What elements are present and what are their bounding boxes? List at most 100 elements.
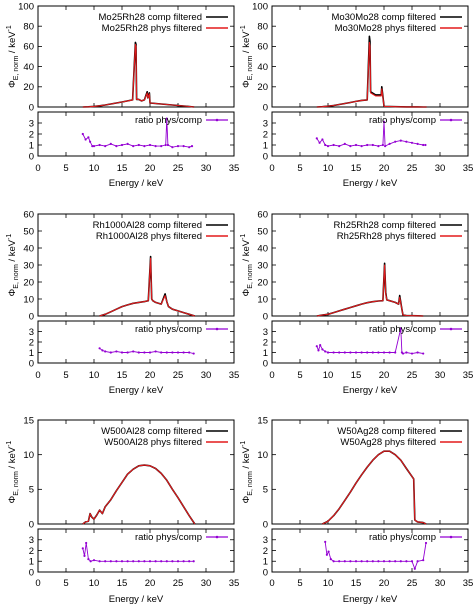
x-tick-label: 0 (269, 370, 274, 381)
ratio-data-point (327, 550, 330, 553)
x-tick-label: 30 (201, 370, 212, 381)
legend-label: W50Ag28 comp filtered (337, 426, 436, 437)
ratio-data-point (176, 560, 180, 563)
y-tick-label: 50 (257, 226, 268, 237)
legend-label: Mo30Mo28 comp filtered (331, 12, 436, 23)
ratio-data-point (416, 142, 419, 145)
y-axis-label-part: E, norm (13, 56, 20, 81)
x-tick-label: 0 (35, 370, 40, 381)
y-tick-label: 1 (263, 140, 268, 151)
x-tick-label: 0 (269, 578, 274, 589)
ratio-data-point (143, 351, 146, 354)
ratio-data-point (371, 143, 374, 147)
ratio-data-point (399, 327, 402, 330)
x-tick-label: 35 (229, 163, 240, 174)
x-tick-label: 15 (351, 163, 362, 174)
y-axis-label-part: -1 (6, 25, 13, 31)
ratio-data-point (143, 145, 146, 148)
y-tick-label: 2 (263, 337, 268, 348)
x-tick-label: 0 (35, 578, 40, 589)
y-axis-label: ΦE, norm / keV-1 (6, 25, 20, 88)
y-tick-label: 0 (263, 358, 268, 369)
ratio-data-point (87, 558, 90, 561)
ratio-data-point (83, 554, 86, 557)
ratio-data-point (354, 351, 358, 354)
ratio-data-point (109, 351, 112, 354)
ratio-data-point (422, 143, 425, 147)
y-tick-label: 5 (29, 485, 34, 496)
y-axis-label-part: Φ (7, 288, 18, 296)
ratio-data-point (104, 560, 107, 563)
ratio-data-point (132, 350, 135, 353)
ratio-data-point (148, 143, 152, 147)
x-tick-label: 35 (463, 578, 474, 589)
ratio-data-point (394, 140, 397, 143)
y-axis-label-part: Φ (7, 80, 18, 88)
y-tick-label: 0 (263, 519, 268, 530)
ratio-data-point (377, 560, 380, 563)
y-axis-label: ΦE, norm / keV-1 (240, 234, 254, 297)
ratio-data-point (416, 560, 419, 563)
ratio-data-point (354, 560, 358, 563)
ratio-data-point (92, 145, 96, 148)
ratio-data-point (382, 120, 386, 123)
y-tick-label: 2 (29, 337, 34, 348)
ratio-data-point (384, 145, 387, 148)
legend-label: Mo25Rh28 comp filtered (99, 12, 203, 23)
ratio-data-point (343, 351, 346, 354)
ratio-data-point (360, 351, 363, 354)
x-tick-label: 25 (407, 163, 418, 174)
legend-label: ratio phys/comp (135, 324, 202, 335)
y-tick-label: 80 (257, 22, 268, 33)
x-tick-label: 0 (35, 163, 40, 174)
ratio-data-point (137, 351, 140, 354)
y-tick-label: 30 (23, 260, 34, 271)
x-tick-label: 25 (173, 163, 184, 174)
ratio-data-point (416, 351, 419, 354)
x-tick-label: 0 (269, 163, 274, 174)
ratio-data-point (349, 145, 352, 148)
y-axis-label: ΦE, norm / keV-1 (240, 25, 254, 88)
y-tick-label: 3 (29, 327, 34, 338)
series-line-phys (82, 43, 195, 108)
ratio-data-point (101, 349, 104, 352)
ratio-data-point (349, 351, 352, 354)
y-tick-label: 10 (23, 294, 34, 305)
ratio-data-point (410, 352, 414, 355)
ratio-data-point (366, 351, 369, 354)
ratio-data-point (192, 560, 195, 563)
ratio-data-point (115, 350, 118, 353)
x-tick-label: 10 (89, 578, 100, 589)
y-axis-label-part: -1 (6, 441, 13, 447)
y-tick-label: 10 (23, 450, 34, 461)
ratio-data-point (85, 541, 88, 545)
x-tick-label: 30 (435, 163, 446, 174)
ratio-data-point (324, 143, 327, 147)
legend-label: ratio phys/comp (135, 532, 202, 543)
legend-marker (449, 118, 453, 122)
y-tick-label: 3 (263, 327, 268, 338)
y-axis-label-part: / keV (7, 239, 18, 264)
ratio-data-point (382, 351, 386, 354)
ratio-data-point (332, 143, 335, 147)
x-tick-label: 35 (463, 163, 474, 174)
y-tick-label: 50 (23, 226, 34, 237)
y-tick-label: 3 (29, 118, 34, 129)
ratio-data-point (176, 145, 180, 148)
y-tick-label: 20 (23, 277, 34, 288)
ratio-data-point (371, 560, 374, 563)
ratio-data-point (81, 132, 84, 136)
y-tick-label: 0 (29, 102, 34, 113)
ratio-data-point (394, 351, 397, 354)
ratio-data-point (148, 560, 152, 563)
x-tick-label: 30 (201, 163, 212, 174)
ratio-data-point (171, 351, 174, 354)
ratio-data-point (109, 142, 112, 145)
ratio-data-point (137, 143, 140, 147)
ratio-data-point (120, 351, 124, 354)
ratio-data-point (321, 348, 324, 351)
ratio-data-point (315, 345, 318, 348)
ratio-data-point (388, 142, 391, 145)
y-tick-label: 1 (29, 348, 34, 359)
